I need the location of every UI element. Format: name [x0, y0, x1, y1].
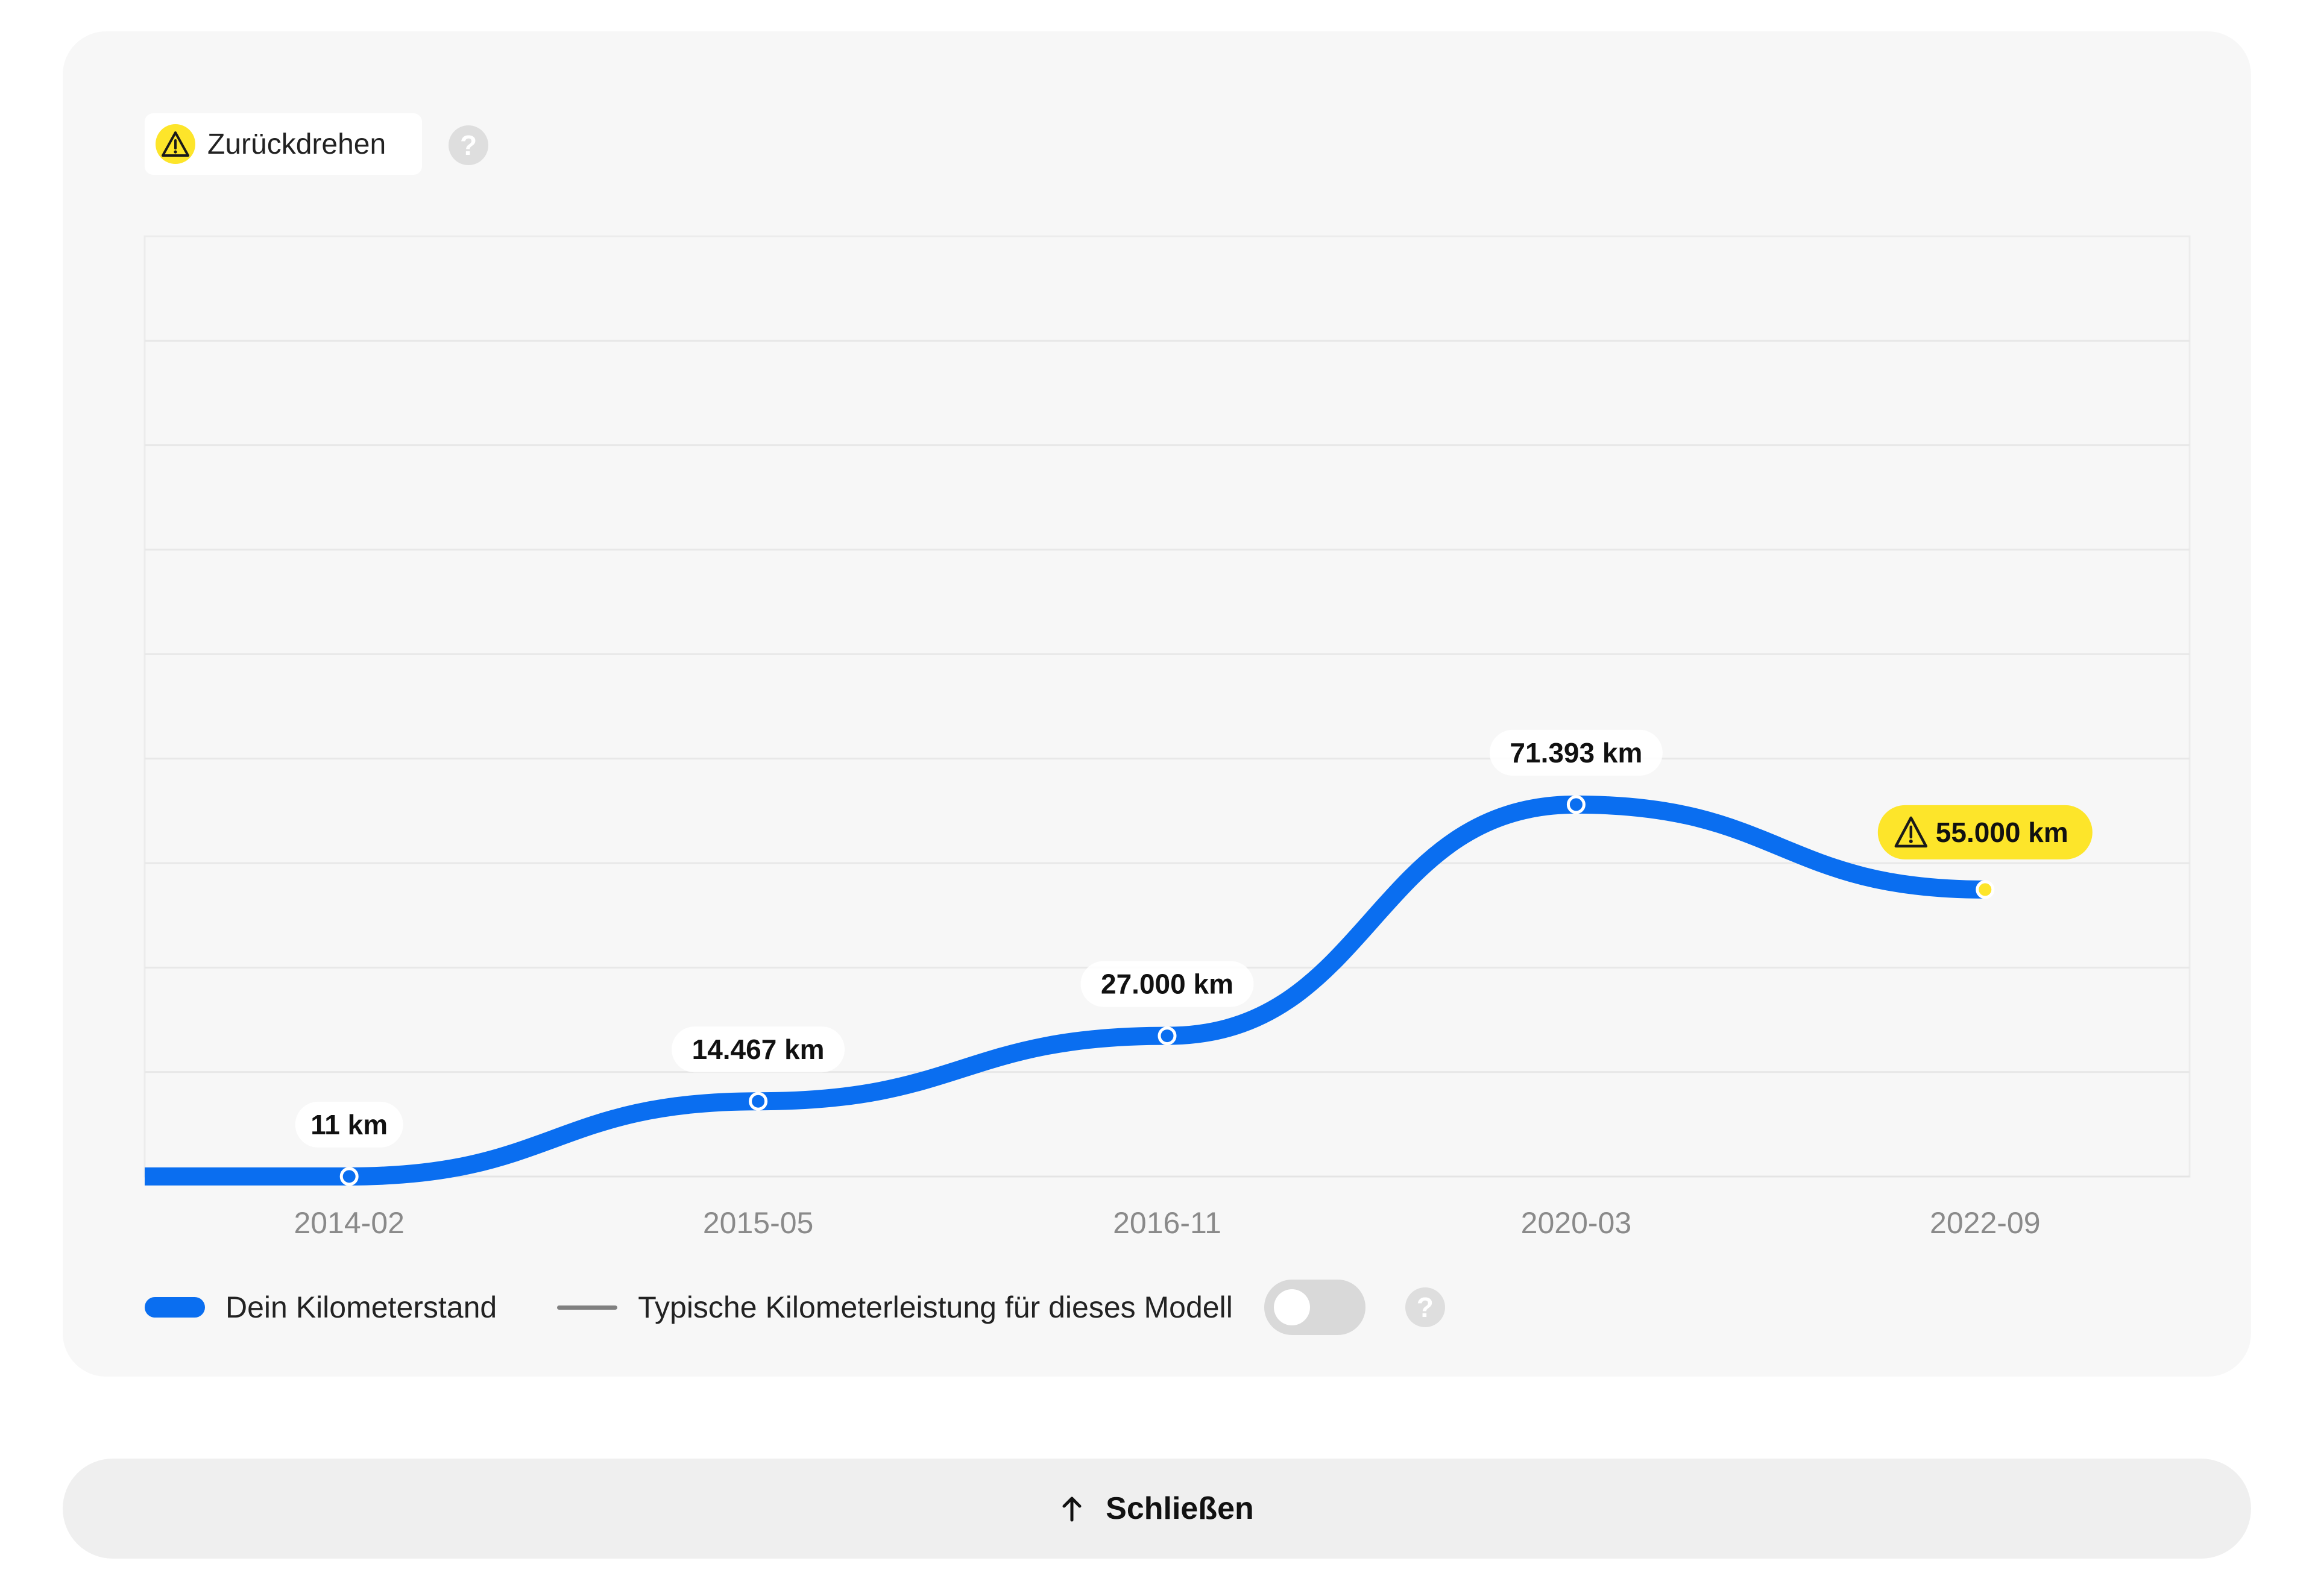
- data-point: [749, 1092, 768, 1111]
- help-icon[interactable]: ?: [449, 125, 488, 165]
- series-line-dein-kilometerstand: [145, 795, 1985, 1186]
- legend-help-icon[interactable]: ?: [1405, 1287, 1445, 1327]
- x-tick-label: 2015-05: [703, 1206, 814, 1240]
- data-point-warning: [1976, 880, 1995, 899]
- toggle-knob: [1273, 1289, 1310, 1325]
- data-label: 55.000 km: [1936, 817, 2068, 848]
- data-label: 11 km: [310, 1109, 388, 1140]
- warning-icon: [156, 124, 195, 164]
- legend-typical-label: Typische Kilometerleistung für dieses Mo…: [638, 1290, 1233, 1324]
- rollback-badge: Zurückdrehen: [145, 113, 422, 175]
- data-label-bg: [1080, 961, 1254, 1007]
- x-tick-label: 2020-03: [1521, 1206, 1632, 1240]
- data-label-bg: [1489, 729, 1663, 776]
- legend-series-label: Dein Kilometerstand: [225, 1290, 497, 1324]
- x-tick-label: 2022-09: [1930, 1206, 2041, 1240]
- x-tick-label: 2016-11: [1113, 1206, 1221, 1240]
- x-tick-label: 2014-02: [294, 1206, 405, 1240]
- data-label: 71.393 km: [1510, 737, 1642, 768]
- arrow-up-icon: [1060, 1495, 1084, 1522]
- badge-label: Zurückdrehen: [207, 128, 386, 160]
- close-label: Schließen: [1106, 1491, 1254, 1526]
- data-label-bg: [295, 1101, 403, 1148]
- chart-legend: Dein Kilometerstand Typische Kilometerle…: [145, 1280, 1445, 1335]
- data-point: [1158, 1026, 1177, 1046]
- typical-mileage-toggle[interactable]: [1264, 1280, 1365, 1335]
- close-button[interactable]: Schließen: [63, 1459, 2251, 1559]
- warning-icon: [1894, 816, 1928, 848]
- data-label: 27.000 km: [1101, 969, 1233, 1000]
- data-point: [339, 1167, 359, 1186]
- data-label: 14.467 km: [692, 1034, 825, 1065]
- warning-value-pill: [1877, 805, 2093, 859]
- legend-typical-swatch: [557, 1305, 618, 1310]
- legend-series-swatch: [145, 1297, 205, 1318]
- plot-area: [143, 235, 2191, 1178]
- data-label-bg: [672, 1026, 845, 1073]
- data-point: [1566, 795, 1586, 814]
